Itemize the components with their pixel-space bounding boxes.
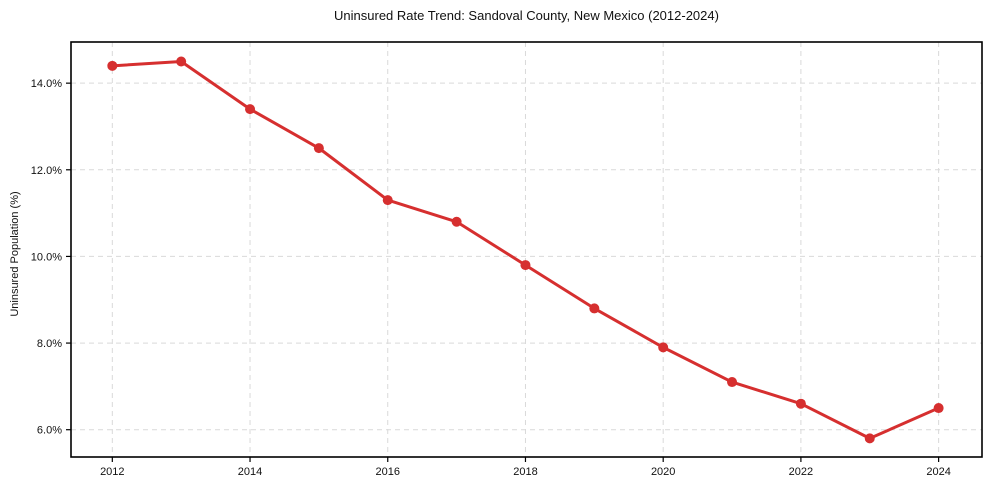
data-point: [313, 143, 324, 154]
data-point: [727, 377, 738, 388]
x-tick-label: 2012: [100, 466, 124, 478]
x-tick-label: 2020: [651, 466, 675, 478]
y-tick-label: 8.0%: [37, 338, 62, 350]
data-point: [658, 342, 669, 353]
x-tick-label: 2024: [926, 466, 950, 478]
data-point: [176, 56, 187, 67]
data-point: [795, 398, 806, 409]
data-point: [589, 303, 600, 314]
data-point: [451, 216, 462, 227]
data-point: [107, 60, 118, 71]
x-tick-label: 2016: [376, 466, 400, 478]
y-tick-label: 12.0%: [31, 165, 62, 177]
x-tick-label: 2014: [238, 466, 262, 478]
data-point: [933, 403, 944, 414]
y-tick-label: 6.0%: [37, 425, 62, 437]
data-point: [864, 433, 875, 444]
y-axis-label-text: Uninsured Population (%): [9, 191, 21, 317]
plot-border: [70, 41, 983, 458]
data-point: [245, 104, 256, 115]
y-tick-label: 14.0%: [31, 78, 62, 90]
chart-title: Uninsured Rate Trend: Sandoval County, N…: [334, 8, 719, 23]
x-tick-label: 2018: [513, 466, 537, 478]
data-point: [520, 260, 531, 271]
data-point: [382, 195, 393, 206]
x-tick-label: 2022: [789, 466, 813, 478]
y-tick-label: 10.0%: [31, 251, 62, 263]
